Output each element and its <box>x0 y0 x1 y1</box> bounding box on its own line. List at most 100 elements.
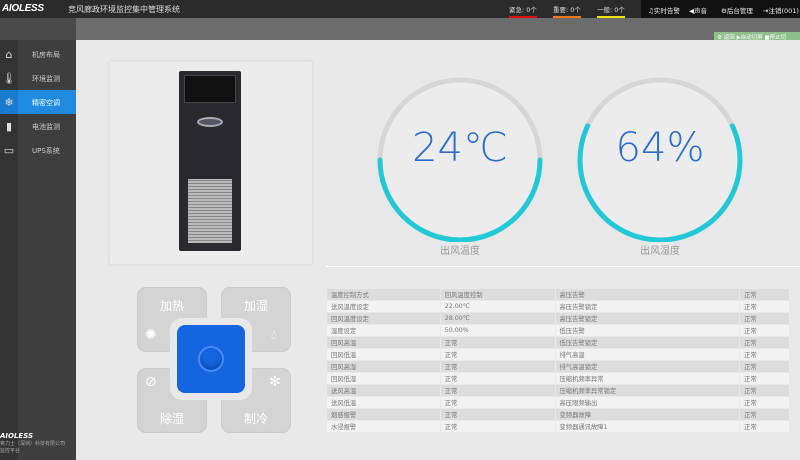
param-value: 50.00% <box>439 324 556 337</box>
table-row: 湿度设定 50.00% 低压告警 正常 <box>326 324 790 337</box>
power-knob-icon <box>198 346 224 372</box>
alarm-label: 高压告警锁定 <box>554 300 741 313</box>
alarm-value: 正常 <box>739 420 790 433</box>
alarm-urgent[interactable]: 紧急: 0个 <box>509 4 537 18</box>
power-button[interactable] <box>170 318 252 400</box>
sun-icon: ✺ <box>145 327 157 343</box>
auto-switch-button[interactable]: ▶自动切屏 <box>736 35 763 41</box>
param-label: 回风高湿 <box>326 360 441 373</box>
humidity-label: 出风湿度 <box>640 246 680 257</box>
table-row: 温度控制方式 回风温度控制 高压告警 正常 <box>326 288 790 301</box>
table-row: 烟感报警 正常 变频器故障 正常 <box>326 408 790 421</box>
top-actions: ♫实时告警 ◀声音 ⚙后台管理 ⇥注销(001) <box>641 0 800 18</box>
alarm-label: 低压告警 <box>554 324 741 337</box>
param-value: 正常 <box>439 396 556 409</box>
logout-button[interactable]: ⇥注销(001) <box>763 7 799 15</box>
sub-bar <box>76 18 800 40</box>
alarm-value: 正常 <box>739 324 790 337</box>
sidebar-item-environment[interactable]: 🌡︎ 环境监测 <box>0 66 76 90</box>
param-label: 回风低湿 <box>326 372 441 385</box>
table-row: 水浸报警 正常 变频器通讯故障1 正常 <box>326 420 790 433</box>
alarm-important[interactable]: 重要: 0个 <box>553 4 581 18</box>
temperature-gauge-arc <box>377 157 543 242</box>
table-row: 送风低温 正常 高压限频输出 正常 <box>326 396 790 409</box>
param-value: 28.00℃ <box>439 312 556 325</box>
temperature-value: 24℃ <box>412 125 508 171</box>
alarm-value: 正常 <box>739 348 790 361</box>
param-label: 回风低温 <box>326 348 441 361</box>
alarm-value: 正常 <box>739 372 790 385</box>
table-row: 回风高湿 正常 排气高温锁定 正常 <box>326 360 790 373</box>
cool-button[interactable]: 制冷 ✻ <box>221 368 291 433</box>
home-icon: ⌂ <box>5 47 13 61</box>
control-pad: 加热 ✺ 加湿 💧︎ 除湿 ⊘ 制冷 ✻ <box>135 285 295 435</box>
param-value: 22.00℃ <box>439 300 556 313</box>
param-value: 正常 <box>439 336 556 349</box>
alarm-value: 正常 <box>739 360 790 373</box>
table-row: 回风低湿 正常 压缩机频率异常 正常 <box>326 372 790 385</box>
alarm-label: 变频器通讯故障1 <box>554 420 741 433</box>
alarm-label: 变频器故障 <box>554 408 741 421</box>
param-value: 正常 <box>439 384 556 397</box>
alarm-label: 高压限频输出 <box>554 396 741 409</box>
temperature-gauge: 24℃ 出风温度 <box>375 62 545 262</box>
param-value: 正常 <box>439 360 556 373</box>
table-row: 送风温度设定 22.00℃ 高压告警锁定 正常 <box>326 300 790 313</box>
alarm-general[interactable]: 一般: 0个 <box>597 4 625 18</box>
realtime-alarm-button[interactable]: ♫实时告警 <box>648 7 680 15</box>
alarm-label: 排气高温 <box>554 348 741 361</box>
alarm-value: 正常 <box>739 408 790 421</box>
alarm-label: 低压告警锁定 <box>554 336 741 349</box>
sidebar-item-precision-ac[interactable]: ❄ 精密空调 <box>0 90 76 114</box>
ac-unit-image <box>110 62 312 264</box>
thermometer-icon: 🌡︎ <box>2 71 16 85</box>
sidebar-item-ups[interactable]: ▭ UPS系统 <box>0 138 76 162</box>
droplet-icon: 💧︎ <box>271 327 277 343</box>
table-row: 回风高温 正常 低压告警锁定 正常 <box>326 336 790 349</box>
param-label: 烟感报警 <box>326 408 441 421</box>
param-label: 水浸报警 <box>326 420 441 433</box>
app-title: 竞风廊政环境监控集中管理系统 <box>68 5 180 14</box>
param-value: 正常 <box>439 348 556 361</box>
param-label: 温度控制方式 <box>326 288 441 301</box>
param-value: 正常 <box>439 408 556 421</box>
humidity-gauge: 64% 出风湿度 <box>575 62 745 262</box>
sidebar-item-battery[interactable]: ▮ 电池监测 <box>0 114 76 138</box>
param-label: 送风温度设定 <box>326 300 441 313</box>
sound-button[interactable]: ◀声音 <box>689 7 707 15</box>
snowflake-icon: ✻ <box>269 374 281 390</box>
alarm-label: 排气高温锁定 <box>554 360 741 373</box>
settings-icon[interactable]: ⚙ <box>717 35 724 41</box>
param-value: 正常 <box>439 372 556 385</box>
divider <box>326 266 800 267</box>
temperature-label: 出风温度 <box>440 246 480 257</box>
alarm-value: 正常 <box>739 312 790 325</box>
param-value: 正常 <box>439 420 556 433</box>
param-label: 送风高温 <box>326 384 441 397</box>
humidity-gauge-arc <box>577 123 743 242</box>
stop-switch-button[interactable]: ■停止切 <box>764 35 787 41</box>
alarm-label: 高压告警 <box>554 288 741 301</box>
ups-icon: ▭ <box>3 143 15 157</box>
battery-icon: ▮ <box>5 119 13 133</box>
param-label: 回风高温 <box>326 336 441 349</box>
param-label: 回风温度设定 <box>326 312 441 325</box>
alarm-value: 正常 <box>739 336 790 349</box>
param-label: 送风低温 <box>326 396 441 409</box>
screen-toolbar: ⚙ 返回 ▶自动切屏 ■停止切 <box>714 32 800 41</box>
admin-button[interactable]: ⚙后台管理 <box>721 7 753 15</box>
sidebar-footer: AIOLESS 奥力士（深圳）科技有限公司 监控平台 <box>0 432 66 454</box>
alarm-label: 压缩机频率异常 <box>554 372 741 385</box>
logo: AIOLESS <box>2 3 44 14</box>
alarm-value: 正常 <box>739 288 790 301</box>
snowflake-icon: ❄ <box>0 90 18 114</box>
sidebar-item-room-layout[interactable]: ⌂ 机房布局 <box>0 42 76 66</box>
humidity-value: 64% <box>615 125 705 171</box>
no-droplet-icon: ⊘ <box>145 374 157 390</box>
status-table: 温度控制方式 回风温度控制 高压告警 正常 送风温度设定 22.00℃ 高压告警锁定 正常 回风… <box>326 288 790 433</box>
alarm-value: 正常 <box>739 396 790 409</box>
sidebar: ⌂ 机房布局 🌡︎ 环境监测 ❄ 精密空调 ▮ 电池监测 ▭ UPS系统 <box>0 40 76 460</box>
sub-bar-left <box>0 18 76 40</box>
back-button[interactable]: 返回 <box>723 35 735 41</box>
param-label: 湿度设定 <box>326 324 441 337</box>
